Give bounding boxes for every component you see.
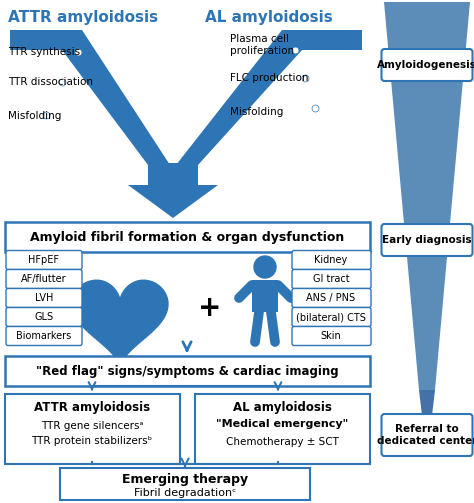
Text: Fibril degradationᶜ: Fibril degradationᶜ: [134, 488, 236, 498]
Text: Chemotherapy ± SCT: Chemotherapy ± SCT: [226, 437, 338, 447]
Text: Amyloid fibril formation & organ dysfunction: Amyloid fibril formation & organ dysfunc…: [30, 230, 344, 243]
Text: "Medical emergency": "Medical emergency": [216, 419, 348, 429]
Text: Skin: Skin: [320, 331, 341, 341]
FancyBboxPatch shape: [382, 414, 473, 456]
Text: "Red flag" signs/symptoms & cardiac imaging: "Red flag" signs/symptoms & cardiac imag…: [36, 365, 338, 377]
FancyBboxPatch shape: [60, 468, 310, 500]
Text: ATTR amyloidosis: ATTR amyloidosis: [8, 10, 158, 25]
FancyBboxPatch shape: [6, 307, 82, 326]
Circle shape: [254, 256, 276, 278]
Text: +: +: [198, 294, 222, 322]
Text: Biomarkers: Biomarkers: [17, 331, 72, 341]
FancyBboxPatch shape: [5, 222, 370, 252]
FancyBboxPatch shape: [6, 289, 82, 307]
FancyBboxPatch shape: [292, 289, 371, 307]
Polygon shape: [72, 280, 168, 367]
Text: FLC production: FLC production: [230, 73, 309, 83]
Text: ATTR amyloidosis: ATTR amyloidosis: [34, 401, 150, 414]
FancyBboxPatch shape: [6, 270, 82, 289]
FancyBboxPatch shape: [252, 280, 278, 312]
FancyBboxPatch shape: [5, 394, 180, 464]
Text: Referral to
dedicated center: Referral to dedicated center: [377, 424, 474, 446]
Text: (bilateral) CTS: (bilateral) CTS: [296, 312, 366, 322]
Text: AF/flutter: AF/flutter: [21, 274, 67, 284]
Polygon shape: [128, 163, 218, 218]
Text: Kidney: Kidney: [314, 255, 347, 265]
FancyBboxPatch shape: [5, 356, 370, 386]
Text: Early diagnosis: Early diagnosis: [382, 235, 472, 245]
Text: LVH: LVH: [35, 293, 53, 303]
FancyBboxPatch shape: [292, 270, 371, 289]
Text: Emerging therapy: Emerging therapy: [122, 472, 248, 485]
Polygon shape: [176, 30, 362, 165]
Text: Plasma cell
proliferation: Plasma cell proliferation: [230, 34, 294, 56]
Text: GI tract: GI tract: [313, 274, 349, 284]
Text: AL amyloidosis: AL amyloidosis: [205, 10, 333, 25]
Text: TTR gene silencersᵃ: TTR gene silencersᵃ: [41, 421, 143, 431]
Polygon shape: [10, 30, 170, 165]
FancyBboxPatch shape: [292, 326, 371, 346]
FancyBboxPatch shape: [382, 49, 473, 81]
FancyBboxPatch shape: [6, 326, 82, 346]
Text: HFpEF: HFpEF: [28, 255, 60, 265]
Polygon shape: [419, 390, 435, 458]
Text: TTR dissociation: TTR dissociation: [8, 77, 93, 87]
FancyBboxPatch shape: [382, 224, 473, 256]
Text: TTR synthesis: TTR synthesis: [8, 47, 80, 57]
FancyBboxPatch shape: [292, 250, 371, 270]
FancyBboxPatch shape: [6, 250, 82, 270]
Text: ANS / PNS: ANS / PNS: [306, 293, 356, 303]
Text: Amyloidogenesis: Amyloidogenesis: [377, 60, 474, 70]
Text: Misfolding: Misfolding: [8, 111, 61, 121]
Polygon shape: [384, 2, 470, 390]
Text: TTR protein stabilizersᵇ: TTR protein stabilizersᵇ: [31, 436, 153, 446]
FancyBboxPatch shape: [292, 307, 371, 326]
FancyBboxPatch shape: [195, 394, 370, 464]
Text: AL amyloidosis: AL amyloidosis: [233, 401, 331, 414]
Text: GLS: GLS: [35, 312, 54, 322]
Text: Misfolding: Misfolding: [230, 107, 283, 117]
